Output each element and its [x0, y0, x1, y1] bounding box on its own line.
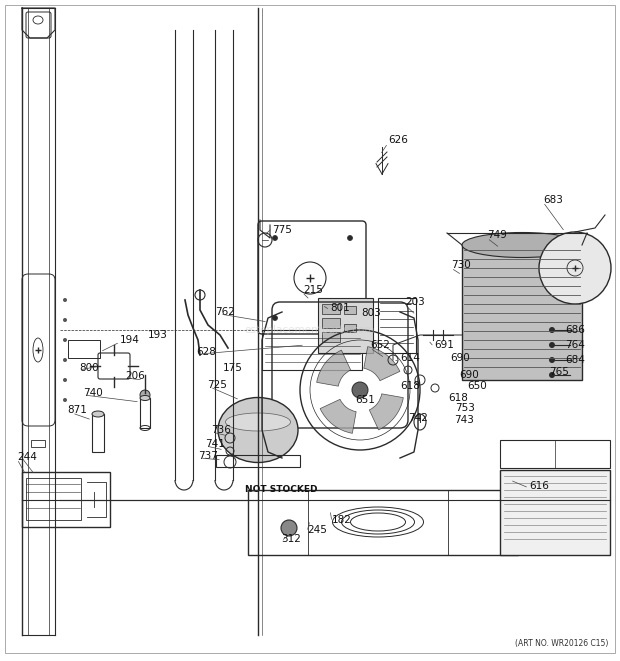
Text: 194: 194 — [120, 335, 140, 345]
Text: 618: 618 — [448, 393, 468, 403]
Text: 762: 762 — [215, 307, 235, 317]
Text: 182: 182 — [332, 515, 352, 525]
Circle shape — [63, 358, 67, 362]
Bar — [378, 298, 416, 353]
Wedge shape — [370, 394, 404, 430]
Circle shape — [352, 382, 368, 398]
Bar — [344, 306, 356, 314]
Bar — [216, 455, 300, 467]
Text: 245: 245 — [307, 525, 327, 535]
Text: 736: 736 — [211, 425, 231, 435]
Text: 749: 749 — [487, 230, 507, 240]
Text: 616: 616 — [529, 481, 549, 491]
Bar — [92, 414, 104, 452]
Bar — [322, 318, 340, 328]
Text: 740: 740 — [83, 388, 103, 398]
Bar — [248, 490, 518, 555]
Bar — [322, 332, 340, 342]
Circle shape — [549, 327, 555, 333]
Text: 871: 871 — [67, 405, 87, 415]
Circle shape — [549, 372, 555, 378]
Bar — [500, 440, 610, 468]
Circle shape — [539, 232, 611, 304]
Bar — [140, 398, 150, 428]
Text: 193: 193 — [148, 330, 168, 340]
Text: 803: 803 — [361, 308, 381, 318]
Circle shape — [549, 357, 555, 363]
Text: 800: 800 — [79, 363, 99, 373]
Bar — [26, 478, 81, 520]
Bar — [68, 340, 100, 358]
Wedge shape — [317, 350, 351, 386]
Text: 651: 651 — [355, 395, 375, 405]
Circle shape — [63, 298, 67, 302]
Text: 690: 690 — [459, 370, 479, 380]
Bar — [31, 440, 45, 447]
Circle shape — [273, 235, 278, 241]
Text: 618: 618 — [400, 381, 420, 391]
Circle shape — [63, 338, 67, 342]
Bar — [462, 245, 582, 380]
Text: 725: 725 — [207, 380, 227, 390]
Text: 753: 753 — [455, 403, 475, 413]
Ellipse shape — [462, 233, 582, 258]
Text: 741: 741 — [205, 439, 225, 449]
Text: 765: 765 — [549, 367, 569, 377]
Circle shape — [63, 318, 67, 322]
Text: 175: 175 — [223, 363, 243, 373]
Ellipse shape — [140, 395, 150, 401]
Bar — [500, 470, 610, 555]
Text: 686: 686 — [565, 325, 585, 335]
Text: 801: 801 — [330, 303, 350, 313]
Ellipse shape — [92, 411, 104, 417]
Wedge shape — [320, 399, 356, 434]
Text: 775: 775 — [272, 225, 292, 235]
Text: 652: 652 — [370, 340, 390, 350]
Circle shape — [549, 342, 555, 348]
Circle shape — [347, 315, 353, 321]
Text: 683: 683 — [543, 195, 563, 205]
Wedge shape — [364, 346, 400, 381]
Circle shape — [140, 390, 150, 400]
Text: 690: 690 — [450, 353, 470, 363]
Bar — [262, 330, 362, 370]
Text: 626: 626 — [388, 135, 408, 145]
Bar — [22, 472, 110, 527]
Text: 691: 691 — [434, 340, 454, 350]
Text: 742: 742 — [408, 413, 428, 423]
Text: 628: 628 — [196, 347, 216, 357]
Ellipse shape — [226, 413, 291, 431]
Circle shape — [63, 378, 67, 382]
Bar — [344, 324, 356, 332]
Text: 650: 650 — [467, 381, 487, 391]
Text: 684: 684 — [565, 355, 585, 365]
Text: 203: 203 — [405, 297, 425, 307]
Ellipse shape — [218, 397, 298, 463]
Text: 737: 737 — [198, 451, 218, 461]
Bar — [322, 304, 340, 314]
Text: 206: 206 — [125, 371, 144, 381]
Text: (ART NO. WR20126 C15): (ART NO. WR20126 C15) — [515, 639, 608, 648]
Circle shape — [273, 315, 278, 321]
Text: esteplacementparts.com: esteplacementparts.com — [245, 325, 375, 335]
Circle shape — [63, 398, 67, 402]
Text: 215: 215 — [303, 285, 323, 295]
Text: NOT STOCKED: NOT STOCKED — [245, 485, 317, 494]
Text: 730: 730 — [451, 260, 471, 270]
Circle shape — [347, 235, 353, 241]
Text: 244: 244 — [17, 452, 37, 462]
Text: 743: 743 — [454, 415, 474, 425]
Circle shape — [281, 520, 297, 536]
Text: 614: 614 — [400, 353, 420, 363]
Text: 312: 312 — [281, 534, 301, 544]
Bar — [318, 298, 373, 353]
Text: 764: 764 — [565, 340, 585, 350]
